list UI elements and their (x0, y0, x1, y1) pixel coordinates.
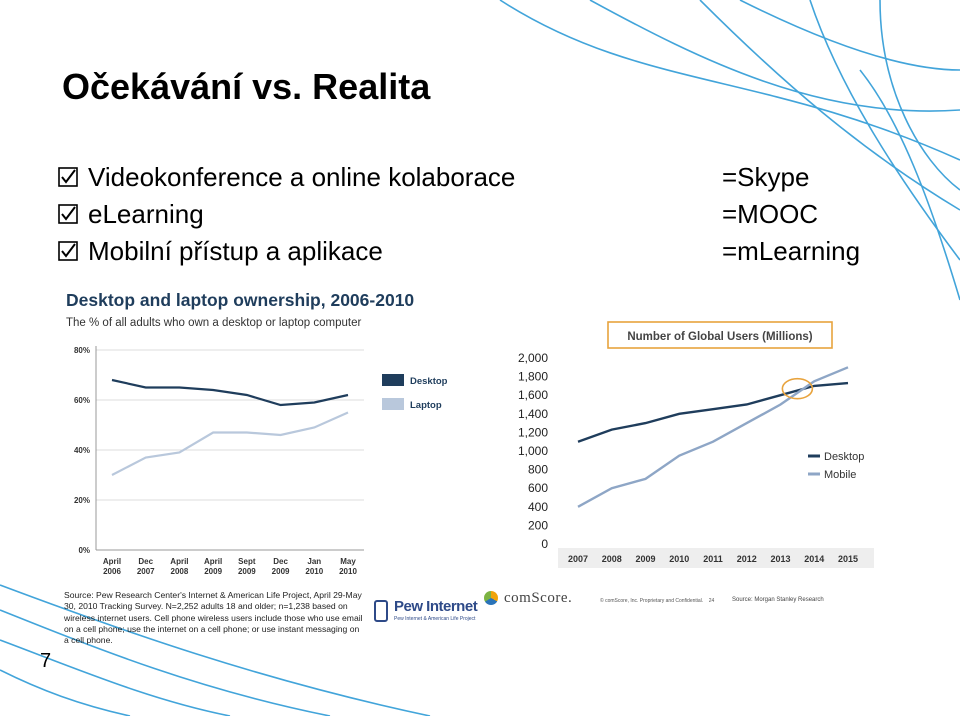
users-x-tick-label: 2013 (770, 554, 790, 564)
users-crossover-highlight (781, 377, 814, 400)
comscore-copyright: © comScore, Inc. Proprietary and Confide… (600, 598, 715, 604)
users-y-tick-label: 1,600 (518, 388, 548, 402)
users-y-tick-label: 1,200 (518, 425, 548, 439)
checkbox-checked-icon (58, 167, 78, 187)
global-users-chart: Number of Global Users (Millions) 0 200 400… (518, 321, 874, 568)
pew-legend-swatch (382, 374, 404, 386)
bullet-item: eLearning =MOOC (58, 197, 928, 234)
checkbox-checked-icon (58, 241, 78, 261)
pew-source-text: Source: Pew Research Center's Internet &… (64, 590, 363, 646)
pew-chart-subtitle: The % of all adults who own a desktop or… (66, 317, 362, 329)
pew-x-tick-label: April 2009 (204, 557, 223, 576)
pew-x-tick-label: Sept 2009 (238, 557, 256, 576)
users-legend-label: Desktop (824, 451, 864, 463)
users-y-tick-label: 0 (541, 537, 548, 551)
checkbox-checked-icon (58, 204, 78, 224)
users-x-tick-label: 2009 (635, 554, 655, 564)
pew-legend-label: Laptop (410, 400, 442, 411)
slide-number: 7 (40, 650, 52, 672)
pew-logo-sub: Pew Internet & American Life Project (394, 616, 476, 622)
pew-legend-swatch (382, 398, 404, 410)
users-x-tick-label: 2014 (804, 554, 824, 564)
pew-series-line-desktop (111, 378, 349, 407)
users-y-tick-label: 200 (528, 518, 548, 532)
users-x-tick-label: 2008 (602, 554, 622, 564)
bullet-item: Mobilní přístup a aplikace =mLearning (58, 234, 928, 271)
bullet-list: Videokonference a online kolaborace =Sky… (58, 160, 928, 271)
pew-y-tick-label: 60% (74, 396, 90, 405)
users-x-tick-label: 2012 (737, 554, 757, 564)
pew-x-tick-label: Dec 2009 (272, 557, 290, 576)
users-series-line-desktop (577, 381, 849, 443)
pew-x-tick-label: Dec 2007 (137, 557, 155, 576)
pew-y-tick-label: 40% (74, 446, 90, 455)
pew-legend-label: Desktop (410, 376, 448, 387)
pew-y-tick-label: 80% (74, 346, 90, 355)
users-y-tick-label: 400 (528, 500, 548, 514)
users-chart-title-box (607, 321, 833, 349)
bullet-item: Videokonference a online kolaborace =Sky… (58, 160, 928, 197)
pew-y-tick-label: 20% (74, 496, 90, 505)
bullet-equals: =MOOC (722, 199, 819, 229)
bullet-text: Mobilní přístup a aplikace (88, 236, 383, 266)
pew-logo-name: Pew Internet (394, 598, 478, 615)
users-x-axis-band (558, 548, 874, 568)
pew-internet-logo: Pew Internet Pew Internet & American Lif… (374, 598, 478, 626)
bullet-text: Videokonference a online kolaborace (88, 162, 516, 192)
users-legend-label: Mobile (824, 469, 856, 481)
pew-x-tick-label: April 2006 (103, 557, 122, 576)
pew-series-line-laptop (111, 411, 349, 476)
pew-y-tick-label: 0% (78, 546, 90, 555)
comscore-logo-icon (484, 591, 498, 605)
bullet-equals: =mLearning (722, 236, 861, 266)
users-x-tick-label: 2011 (703, 554, 723, 564)
users-y-tick-label: 600 (528, 481, 548, 495)
pew-chart-title: Desktop and laptop ownership, 2006-2010 (66, 290, 414, 310)
users-chart-title: Number of Global Users (Millions) (627, 331, 812, 343)
users-x-tick-label: 2015 (838, 554, 858, 564)
users-y-tick-label: 1,000 (518, 444, 548, 458)
users-x-tick-label: 2007 (568, 554, 588, 564)
morgan-stanley-source: Source: Morgan Stanley Research (732, 597, 824, 603)
bullet-text: eLearning (88, 199, 204, 229)
users-y-tick-label: 1,800 (518, 370, 548, 384)
comscore-logo-text: comScore. (504, 590, 573, 606)
pew-logo-icon (374, 600, 388, 622)
pew-x-tick-label: May 2010 (339, 557, 357, 576)
pew-ownership-chart: Desktop and laptop ownership, 2006-2010 T… (66, 290, 448, 576)
slide-title: Očekávání vs. Realita (62, 66, 431, 107)
bullet-equals: =Skype (722, 162, 810, 192)
pew-x-tick-label: April 2008 (170, 557, 189, 576)
users-y-tick-label: 2,000 (518, 351, 548, 365)
users-y-tick-label: 800 (528, 463, 548, 477)
users-x-tick-label: 2010 (669, 554, 689, 564)
users-y-tick-label: 1,400 (518, 407, 548, 421)
pew-x-tick-label: Jan 2010 (305, 557, 323, 576)
